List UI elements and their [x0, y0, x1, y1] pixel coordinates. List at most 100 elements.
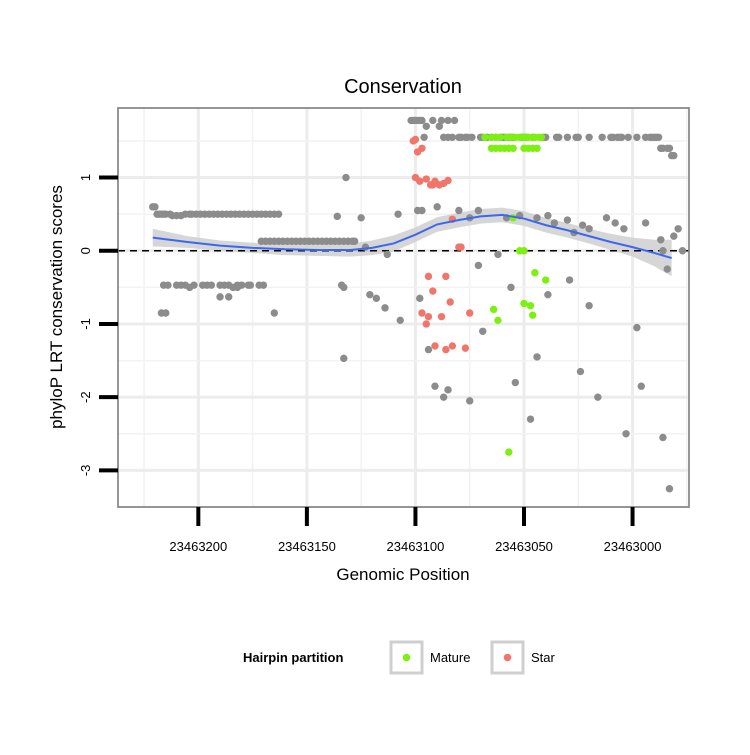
point-other: [659, 247, 667, 255]
point-mature: [542, 276, 550, 284]
point-other: [474, 261, 483, 270]
point-other: [663, 265, 671, 273]
point-other: [602, 214, 611, 222]
point-other: [652, 133, 661, 141]
plot-background: [118, 108, 689, 507]
point-star: [422, 175, 430, 183]
smooth-line: [152, 213, 672, 260]
point-other: [641, 219, 650, 227]
point-star: [411, 173, 420, 182]
point-other: [550, 219, 559, 227]
point-mature: [531, 269, 539, 277]
point-star: [461, 344, 470, 352]
y-axis-title: phyloP LRT conservation scores: [47, 185, 66, 429]
point-other: [437, 116, 446, 125]
point-other: [431, 382, 439, 390]
point-other: [164, 281, 172, 289]
point-mature: [533, 144, 541, 152]
point-other: [544, 290, 552, 299]
point-other: [637, 382, 645, 390]
point-other: [270, 309, 279, 317]
point-star: [442, 345, 450, 354]
point-other: [444, 386, 452, 394]
point-other: [617, 133, 626, 141]
point-other: [563, 133, 572, 141]
point-other: [474, 206, 483, 215]
x-tick-label: 23463100: [387, 539, 445, 554]
point-other: [340, 354, 348, 363]
x-tick-label: 23463200: [169, 539, 227, 554]
y-tick-label: -2: [78, 391, 93, 403]
point-other: [507, 283, 515, 292]
point-other: [350, 237, 359, 245]
point-other: [207, 281, 216, 289]
legend: Hairpin partition Mature Star: [243, 640, 556, 675]
point-mature: [528, 311, 537, 319]
point-other: [151, 203, 159, 211]
point-star: [442, 272, 450, 281]
point-other: [439, 393, 448, 401]
point-star: [424, 312, 433, 321]
legend-label-star: Star: [531, 650, 556, 665]
point-other: [372, 294, 381, 303]
x-tick-label: 23463150: [278, 539, 336, 554]
point-other: [418, 206, 426, 215]
point-other: [435, 122, 444, 131]
point-other: [383, 250, 391, 259]
y-axis-ticks: -3 -2 -1 0 1: [78, 174, 118, 476]
point-other: [461, 133, 470, 141]
x-tick-label: 23463000: [604, 539, 662, 554]
point-other: [657, 144, 665, 152]
point-other: [611, 219, 619, 227]
point-other: [274, 210, 283, 218]
point-other: [633, 323, 641, 332]
point-star: [466, 309, 474, 317]
point-star: [418, 309, 426, 317]
point-other: [494, 250, 502, 259]
point-other: [659, 433, 667, 442]
point-other: [455, 206, 463, 215]
point-other: [418, 116, 426, 125]
point-other: [424, 345, 433, 354]
point-star: [446, 298, 454, 306]
point-mature: [526, 301, 535, 310]
point-other: [468, 133, 476, 141]
x-axis-ticks: 23463200 23463150 23463100 23463050 23463000: [169, 507, 661, 554]
point-other: [674, 225, 682, 233]
point-other: [585, 301, 593, 310]
point-other: [526, 415, 535, 423]
x-axis-title: Genomic Position: [336, 565, 469, 584]
point-mature: [481, 133, 489, 141]
point-star: [431, 342, 439, 350]
chart-title: Conservation: [344, 76, 462, 98]
point-other: [598, 133, 606, 141]
point-other: [340, 283, 348, 292]
point-other: [190, 281, 198, 289]
point-other: [544, 211, 552, 220]
point-other: [429, 116, 437, 125]
smooth-line-layer: [152, 213, 672, 260]
point-other: [665, 144, 674, 152]
point-star: [448, 342, 457, 350]
plot-border: [117, 107, 690, 508]
y-tick-label: -1: [78, 318, 93, 330]
point-other: [244, 281, 252, 289]
legend-entry-star: Star: [490, 640, 556, 675]
point-other: [585, 225, 593, 233]
point-star: [418, 144, 426, 152]
point-other: [216, 293, 224, 301]
point-other: [670, 232, 678, 240]
point-other: [366, 290, 374, 299]
point-other: [381, 304, 389, 312]
point-star: [422, 320, 430, 328]
point-other: [552, 133, 561, 141]
point-other: [563, 216, 572, 224]
point-star: [424, 272, 433, 281]
point-other: [394, 210, 402, 218]
point-other: [624, 133, 632, 141]
point-other: [565, 276, 574, 284]
point-other: [396, 316, 404, 325]
point-other: [422, 122, 430, 131]
point-other: [576, 367, 585, 376]
